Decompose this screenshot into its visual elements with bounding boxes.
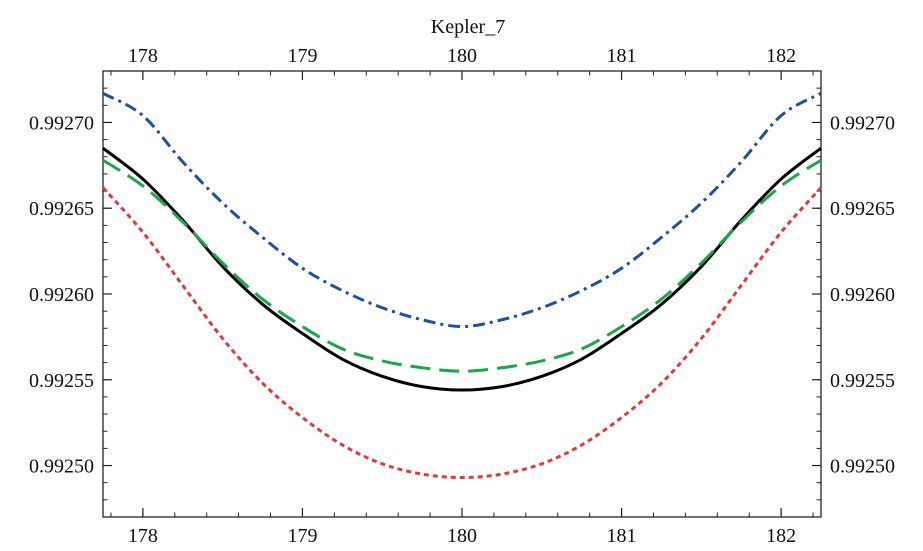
x-tick-label-top: 182	[766, 45, 796, 67]
x-tick-label-bottom: 181	[607, 525, 637, 547]
y-tick-label-right: 0.99250	[830, 456, 895, 478]
y-tick-label-right: 0.99260	[830, 284, 895, 306]
series-line-dashed	[102, 158, 822, 373]
x-tick-label-bottom: 182	[766, 525, 796, 547]
y-tick-label-left: 0.99255	[29, 370, 94, 392]
y-tick-label-left: 0.99265	[29, 198, 94, 220]
x-tick-label-bottom: 178	[128, 525, 158, 547]
y-tick-label-left: 0.99270	[29, 112, 94, 134]
x-tick-label-bottom: 180	[447, 525, 477, 547]
x-tick-label-top: 181	[607, 45, 637, 67]
y-tick-label-right: 0.99270	[830, 112, 895, 134]
plot-frame	[102, 70, 822, 518]
y-tick-label-left: 0.99260	[29, 284, 94, 306]
x-tick-label-top: 178	[128, 45, 158, 67]
y-tick-label-left: 0.99250	[29, 456, 94, 478]
axis-tick-labels: 178 178 179 179 180 180 181 181 182 182 0.99250 0.9…	[29, 45, 895, 547]
x-tick-label-bottom: 179	[287, 525, 317, 547]
chart-title: Kepler_7	[431, 16, 505, 38]
series-line-dash-dot	[102, 91, 822, 329]
series-layer	[101, 91, 823, 480]
x-tick-label-top: 180	[447, 45, 477, 67]
y-tick-label-right: 0.99255	[830, 370, 895, 392]
series-line-dotted	[101, 186, 823, 480]
series-line-solid	[102, 147, 822, 392]
axis-ticks	[103, 70, 821, 518]
x-tick-label-top: 179	[287, 45, 317, 67]
y-tick-label-right: 0.99265	[830, 198, 895, 220]
